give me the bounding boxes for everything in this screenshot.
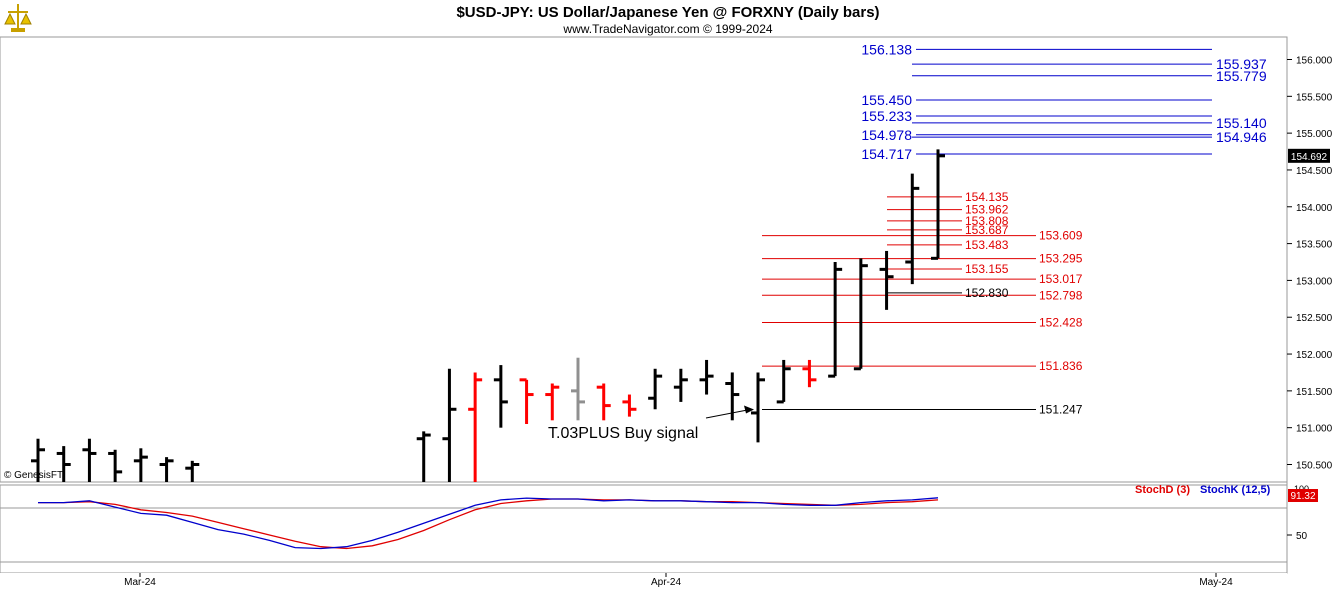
stoch-lines: 50 xyxy=(0,497,1308,563)
chart-title: $USD-JPY: US Dollar/Japanese Yen @ FORXN… xyxy=(456,4,879,21)
chart-subtitle: www.TradeNavigator.com © 1999-2024 xyxy=(562,22,772,36)
ohlc-bar xyxy=(699,359,714,395)
ohlc-bar xyxy=(776,359,791,404)
blue-level-label: 155.233 xyxy=(861,108,912,124)
ohlc-bar xyxy=(31,438,45,482)
red-level-label: 151.836 xyxy=(1039,359,1083,373)
last-price-badge: 154.692 xyxy=(1288,148,1330,163)
y-tick-label: 153.500 xyxy=(1296,240,1333,251)
y-tick-label: 150.500 xyxy=(1296,461,1333,472)
blue-level-label: 155.937 xyxy=(1216,56,1267,72)
x-tick-label: Mar-24 xyxy=(124,577,156,588)
blue-level-label: 154.946 xyxy=(1216,129,1267,145)
y-tick-label: 154.500 xyxy=(1296,166,1333,177)
red-level-label: 153.483 xyxy=(965,238,1009,252)
date-axis xyxy=(0,573,1287,591)
red-level-label: 153.962 xyxy=(965,203,1009,217)
stoch-panel xyxy=(0,484,1288,574)
stoch-k-line xyxy=(38,497,939,550)
buy-signal-annotation: T.03PLUS Buy signal xyxy=(548,405,754,442)
ohlc-bar xyxy=(931,149,945,260)
ohlc-bar xyxy=(648,368,663,410)
trade-navigator-logo-icon xyxy=(3,3,35,33)
y-tick-label: 152.500 xyxy=(1296,313,1333,324)
header: $USD-JPY: US Dollar/Japanese Yen @ FORXN… xyxy=(3,3,880,36)
y-tick-label: 153.000 xyxy=(1296,276,1333,287)
ohlc-bar xyxy=(545,383,560,421)
ohlc-bar xyxy=(725,372,740,421)
ohlc-bar xyxy=(133,448,148,482)
red-level-label: 152.428 xyxy=(1039,316,1083,330)
price-axis-ticks: 150.500 151.000 151.500 152.000 152.500 153.0… xyxy=(1287,56,1333,472)
blue-level-label: 155.450 xyxy=(861,92,912,108)
red-level-label: 153.687 xyxy=(965,223,1009,237)
red-level-label: 152.798 xyxy=(1039,288,1083,302)
y-tick-label: 156.000 xyxy=(1296,56,1333,67)
ohlc-bar xyxy=(519,378,534,424)
ohlc-bar xyxy=(905,173,920,285)
blue-level-label: 154.717 xyxy=(861,146,912,162)
ohlc-bars xyxy=(31,149,945,482)
stoch-tick-label: 50 xyxy=(1296,531,1308,542)
blue-level-label: 155.779 xyxy=(1216,68,1267,84)
y-tick-label: 151.000 xyxy=(1296,424,1333,435)
ohlc-bar xyxy=(828,262,843,378)
red-level-label: 153.155 xyxy=(965,262,1009,276)
ohlc-bar xyxy=(82,438,97,482)
ohlc-bar xyxy=(673,368,688,402)
blue-level-label: 155.140 xyxy=(1216,115,1267,131)
x-tick-label: May-24 xyxy=(1199,577,1233,588)
y-tick-label: 152.000 xyxy=(1296,350,1333,361)
red-level-label: 154.135 xyxy=(965,190,1009,204)
buy-signal-label: T.03PLUS Buy signal xyxy=(548,425,698,442)
ohlc-bar xyxy=(853,258,868,371)
ohlc-bar xyxy=(802,359,817,388)
y-tick-label: 154.000 xyxy=(1296,203,1333,214)
ohlc-bar xyxy=(185,460,200,482)
red-level-label: 153.609 xyxy=(1039,229,1083,243)
price-panel xyxy=(0,36,1288,483)
blue-level-label: 156.138 xyxy=(861,41,912,57)
stoch-value-badge: 100 91.32 xyxy=(1288,484,1318,502)
ohlc-bar xyxy=(622,394,637,417)
stoch-d-line xyxy=(38,498,939,550)
ohlc-bar xyxy=(751,372,765,443)
ohlc-bar xyxy=(442,368,457,482)
ohlc-bar xyxy=(493,365,508,428)
blue-level-label: 154.978 xyxy=(861,127,912,143)
ohlc-bar xyxy=(56,446,71,482)
black-level-label: 151.247 xyxy=(1039,402,1083,416)
red-level-label: 153.295 xyxy=(1039,252,1083,266)
y-tick-label: 151.500 xyxy=(1296,387,1333,398)
stoch-value-label: 91.32 xyxy=(1290,491,1315,502)
red-level-label: 153.017 xyxy=(1039,272,1083,286)
last-price-label: 154.692 xyxy=(1291,152,1328,163)
stoch-k-legend: StochK (12,5) xyxy=(1200,484,1271,496)
ohlc-bar xyxy=(571,357,585,421)
black-level-label: 152.830 xyxy=(965,286,1009,300)
ohlc-bar xyxy=(416,431,431,482)
ohlc-bar xyxy=(596,383,611,421)
price-axis xyxy=(1287,37,1336,573)
ohlc-bar xyxy=(468,372,483,482)
ohlc-bar xyxy=(108,449,123,482)
x-tick-label: Apr-24 xyxy=(651,577,681,588)
y-tick-label: 155.000 xyxy=(1296,129,1333,140)
y-tick-label: 155.500 xyxy=(1296,92,1333,103)
ohlc-bar xyxy=(159,457,174,482)
copyright-label: © GenesisFT xyxy=(4,470,63,481)
ohlc-bar xyxy=(879,250,894,310)
red-level-label: 153.808 xyxy=(965,214,1009,228)
stoch-d-legend: StochD (3) xyxy=(1135,484,1190,496)
date-ticks: Mar-24 Apr-24 May-24 xyxy=(124,573,1233,588)
